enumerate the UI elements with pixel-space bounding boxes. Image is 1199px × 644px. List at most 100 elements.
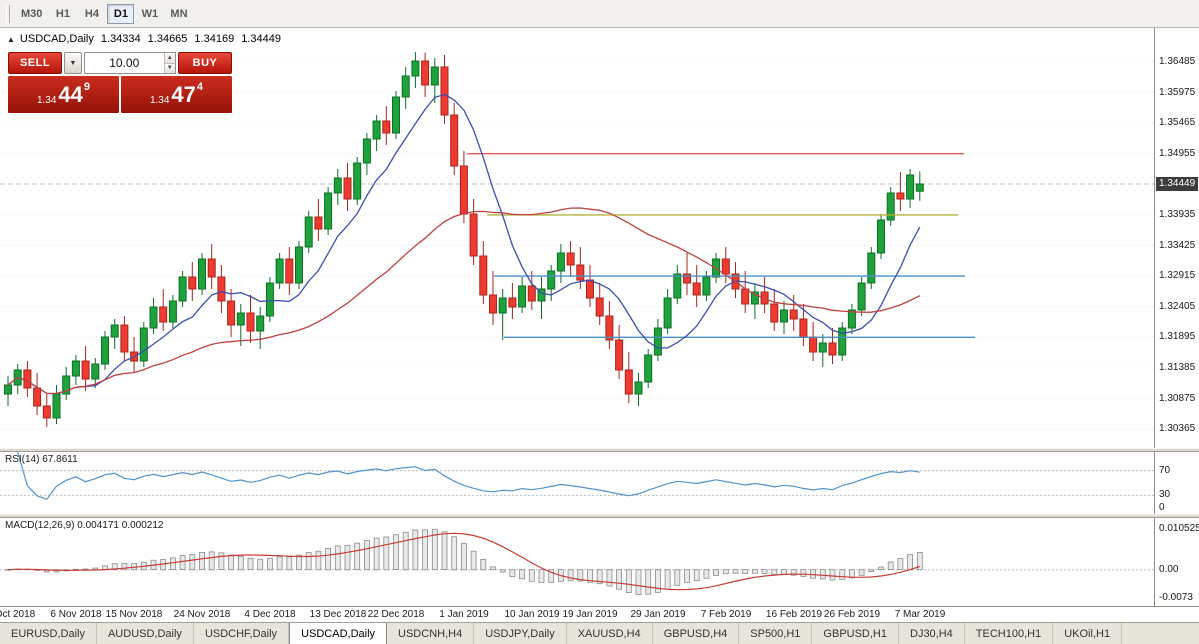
bid-price-display[interactable]: 1.34 44 9 [8, 76, 119, 113]
date-label: 15 Nov 2018 [105, 609, 163, 620]
timeframe-toolbar-buttons: M30 H1 H4 D1 W1 MN [16, 3, 193, 24]
timeframe-button-h1[interactable]: H1 [55, 7, 70, 20]
support-resistance-lines[interactable] [467, 152, 975, 338]
tab-usdjpy-daily[interactable]: USDJPY,Daily [474, 623, 567, 644]
axis-label: 1.32405 [1159, 300, 1196, 312]
tab-usdchf-daily[interactable]: USDCHF,Daily [194, 623, 290, 644]
axis-label: 1.35975 [1159, 86, 1196, 98]
axis-label: 1.32915 [1159, 270, 1196, 282]
axis-label: 0.010525 [1159, 523, 1199, 535]
ask-price-display[interactable]: 1.34 47 4 [121, 76, 232, 113]
axis-label: 1.34955 [1159, 147, 1196, 159]
fast-ma-line [7, 93, 921, 395]
date-label: 1 Jan 2019 [439, 609, 489, 620]
tab-usdcnh-h4[interactable]: USDCNH,H4 [387, 623, 475, 644]
date-label: 29 Jan 2019 [630, 609, 686, 620]
ask-price-main: 47 [171, 81, 196, 107]
rsi-splitter[interactable] [0, 448, 1199, 452]
buy-button[interactable]: BUY [178, 52, 232, 74]
price-gridlines [0, 61, 1154, 430]
date-label: 19 Jan 2019 [562, 609, 618, 620]
tab-ukoil-h1[interactable]: UKOil,H1 [1053, 623, 1123, 644]
volume-input[interactable] [85, 53, 164, 73]
ohlc-open: 1.34334 [100, 33, 141, 45]
macd-plot [0, 528, 1154, 595]
collapse-trade-panel-icon[interactable]: ▲ [7, 34, 15, 44]
timeframe-button-d1[interactable]: D1 [107, 3, 135, 24]
sell-button[interactable]: SELL [8, 52, 62, 74]
ask-price-sup: 4 [196, 81, 204, 93]
slow-ma-line [7, 207, 921, 395]
macd-splitter[interactable] [0, 514, 1199, 518]
macd-histogram [5, 528, 923, 595]
main-price-axis[interactable]: 1.36485 1.35975 1.35465 1.34955 1.33935 1.334… [1154, 28, 1199, 448]
date-label: 13 Dec 2018 [309, 609, 367, 620]
chevron-down-icon: ▼ [69, 59, 77, 67]
axis-label: 1.33935 [1159, 208, 1196, 220]
axis-label: 1.31385 [1159, 361, 1196, 373]
axis-label: -0.0073 [1159, 591, 1193, 603]
date-label: 7 Feb 2019 [700, 609, 752, 620]
date-label: 16 Feb 2019 [765, 609, 823, 620]
spinner-up-icon[interactable]: ▲ [164, 53, 175, 63]
tab-dj30-h4[interactable]: DJ30,H4 [899, 623, 965, 644]
date-label: 4 Dec 2018 [244, 609, 296, 620]
timeframe-button-h4[interactable]: H4 [84, 7, 99, 20]
date-label: 26 Feb 2019 [823, 609, 881, 620]
macd-axis[interactable]: 0.010525 0.00 -0.0073 [1154, 518, 1199, 606]
tab-xauusd-h4[interactable]: XAUUSD,H4 [567, 623, 653, 644]
macd-panel[interactable]: MACD(12,26,9) 0.004171 0.000212 0.010525… [0, 518, 1199, 606]
axis-label: 1.31895 [1159, 331, 1196, 343]
bid-price-prefix: 1.34 [36, 95, 57, 106]
current-price-tag: 1.34449 [1156, 177, 1198, 191]
timeframe-button-mn[interactable]: MN [170, 7, 188, 20]
tab-eurusd-daily[interactable]: EURUSD,Daily [0, 623, 97, 644]
bid-price-sup: 9 [83, 81, 91, 93]
macd-label: MACD(12,26,9) 0.004171 0.000212 [5, 520, 164, 531]
axis-label: 1.30365 [1159, 423, 1196, 435]
spinner-down-icon[interactable]: ▼ [164, 62, 175, 73]
tab-gbpusd-h4[interactable]: GBPUSD,H4 [653, 623, 740, 644]
rsi-axis[interactable]: 70 30 0 [1154, 452, 1199, 514]
candlestick-plot[interactable] [0, 28, 1154, 448]
axis-label: 0.00 [1159, 563, 1179, 575]
axis-label: 70 [1159, 464, 1171, 476]
tab-tech100-h1[interactable]: TECH100,H1 [965, 623, 1054, 644]
ohlc-low: 1.34169 [194, 33, 235, 45]
tab-audusd-daily[interactable]: AUDUSD,Daily [97, 623, 194, 644]
tab-usdcad-daily[interactable]: USDCAD,Daily [289, 623, 388, 644]
date-label: 24 Nov 2018 [173, 609, 231, 620]
chart-title: ▲ USDCAD,Daily 1.34334 1.34665 1.34169 1… [7, 33, 281, 45]
axis-label: 30 [1159, 489, 1171, 501]
axis-label: 1.33425 [1159, 239, 1196, 251]
ohlc-close: 1.34449 [241, 33, 281, 45]
chart-symbol-timeframe: USDCAD,Daily [19, 33, 94, 45]
ask-price-prefix: 1.34 [149, 95, 170, 106]
volume-field: ▲ ▼ [84, 52, 176, 74]
rsi-plot [0, 452, 1154, 500]
timeframe-toolbar: M30 H1 H4 D1 W1 MN [0, 0, 1199, 28]
axis-label: 1.30875 [1159, 392, 1196, 404]
macd-signal-line [7, 532, 920, 591]
date-label: 22 Dec 2018 [367, 609, 425, 620]
rsi-label: RSI(14) 67.8611 [5, 454, 78, 465]
timeframe-button-w1[interactable]: W1 [141, 7, 159, 20]
rsi-panel[interactable]: RSI(14) 67.8611 70 30 0 [0, 452, 1199, 514]
ohlc-high: 1.34665 [147, 33, 188, 45]
bid-price-main: 44 [58, 81, 83, 107]
one-click-trading-panel: SELL ▼ ▲ ▼ BUY 1.34 44 9 [8, 52, 232, 113]
volume-spinner: ▲ ▼ [163, 53, 175, 73]
date-label: 27 Oct 2018 [0, 609, 36, 620]
tab-sp500-h1[interactable]: SP500,H1 [739, 623, 813, 644]
timeframe-button-m30[interactable]: M30 [21, 7, 43, 20]
volume-dropdown-button[interactable]: ▼ [64, 52, 82, 74]
date-label: 6 Nov 2018 [50, 609, 102, 620]
axis-label: 1.35465 [1159, 117, 1196, 129]
date-label: 7 Mar 2019 [894, 609, 946, 620]
main-chart-panel[interactable]: ▲ USDCAD,Daily 1.34334 1.34665 1.34169 1… [0, 28, 1199, 448]
toolbar-grip[interactable] [6, 4, 10, 23]
tab-gbpusd-h1[interactable]: GBPUSD,H1 [812, 623, 899, 644]
axis-label: 1.36485 [1159, 55, 1196, 67]
